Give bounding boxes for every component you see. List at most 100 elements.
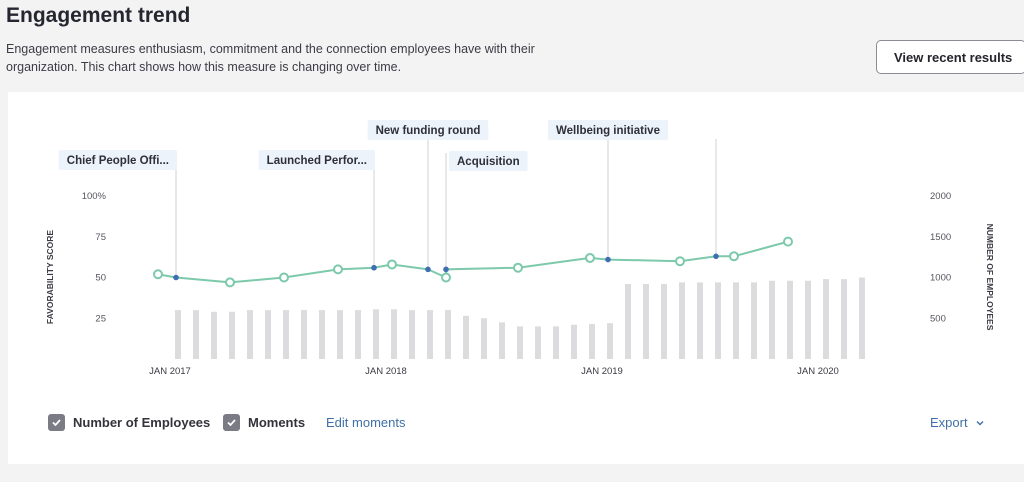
favorability-point bbox=[387, 259, 397, 270]
employee-bar bbox=[625, 284, 631, 359]
moment-lines bbox=[175, 122, 717, 278]
employee-bar bbox=[265, 310, 271, 359]
employees-checkbox[interactable] bbox=[48, 414, 65, 431]
employee-bar bbox=[427, 310, 433, 359]
employee-bar bbox=[229, 311, 235, 359]
employee-bar bbox=[355, 310, 361, 359]
moment-label-box bbox=[449, 151, 528, 171]
moment-label: New funding round bbox=[376, 125, 481, 137]
moment-labels: Chief People Offi... Launched Perfor... Ne… bbox=[58, 120, 668, 171]
view-recent-results-button[interactable]: View recent results bbox=[876, 40, 1024, 74]
export-menu[interactable]: Export bbox=[930, 415, 985, 430]
chevron-down-icon bbox=[976, 420, 984, 425]
favorability-point bbox=[729, 251, 739, 262]
employee-bar bbox=[805, 280, 811, 359]
moment-label: Acquisition bbox=[457, 156, 520, 168]
x-axis-tick: JAN 2017 bbox=[149, 366, 191, 377]
left-axis-tick: 25 bbox=[95, 313, 106, 324]
moments-checkbox[interactable] bbox=[223, 414, 240, 431]
employee-bar bbox=[643, 284, 649, 359]
employee-bar bbox=[661, 284, 667, 359]
employee-bar bbox=[175, 310, 181, 359]
favorability-point bbox=[333, 264, 343, 275]
favorability-point bbox=[513, 262, 523, 273]
left-axis-tick: 50 bbox=[95, 273, 106, 284]
moment-marker bbox=[425, 266, 431, 273]
left-axis-tick: 75 bbox=[95, 232, 106, 243]
employee-bar bbox=[607, 323, 613, 359]
employee-bar bbox=[193, 310, 199, 359]
employee-bar bbox=[535, 326, 541, 359]
moment-label-box bbox=[548, 120, 668, 140]
employee-bar bbox=[841, 279, 847, 359]
employee-bar bbox=[373, 309, 379, 359]
employee-bar bbox=[787, 280, 793, 359]
left-axis-label: FAVORABILITY SCORE bbox=[45, 230, 55, 324]
right-axis-tick: 2000 bbox=[930, 191, 951, 202]
employee-bar bbox=[247, 310, 253, 359]
employee-bar bbox=[733, 282, 739, 359]
moments-toggle-label: Moments bbox=[248, 415, 306, 430]
favorability-point bbox=[783, 236, 793, 247]
left-axis-tick: 100% bbox=[82, 191, 107, 202]
favorability-line bbox=[157, 240, 789, 284]
favorability-point bbox=[153, 269, 163, 280]
moment-marker bbox=[443, 266, 449, 273]
moment-marker bbox=[713, 253, 719, 260]
moment-label: Launched Perfor... bbox=[267, 155, 367, 167]
moment-label-box bbox=[58, 150, 177, 170]
employee-bar bbox=[211, 311, 217, 359]
right-axis-tick: 1500 bbox=[930, 232, 951, 243]
moments-toggle[interactable]: Moments bbox=[223, 414, 305, 431]
employee-bar bbox=[769, 280, 775, 359]
moment-marker bbox=[605, 256, 611, 263]
employee-bar bbox=[751, 282, 757, 359]
favorability-point bbox=[585, 252, 595, 263]
chart-axes: 100% 75 50 25 FAVORABILITY SCORE 2000 1500 1000… bbox=[45, 191, 995, 377]
employees-toggle-label: Number of Employees bbox=[73, 415, 211, 430]
page-title: Engagement trend bbox=[6, 4, 191, 27]
engagement-trend-chart: Chief People Offi... Launched Perfor... Ne… bbox=[45, 120, 995, 377]
x-axis-tick: JAN 2018 bbox=[365, 366, 407, 377]
employee-bar bbox=[679, 282, 685, 359]
employee-bar bbox=[823, 279, 829, 359]
moment-marker bbox=[371, 264, 377, 271]
employee-bar bbox=[409, 310, 415, 359]
chart-description: Engagement measures enthusiasm, commitme… bbox=[6, 42, 535, 74]
moment-label: Wellbeing initiative bbox=[556, 125, 660, 137]
moment-label-box bbox=[258, 150, 375, 170]
moment-label: Chief People Offi... bbox=[67, 155, 169, 167]
employee-bar bbox=[463, 315, 469, 359]
moment-label-box bbox=[367, 120, 489, 140]
employee-bar bbox=[283, 310, 289, 359]
favorability-point bbox=[279, 272, 289, 283]
chart-card: Chief People Offi... Launched Perfor... Ne… bbox=[8, 92, 1024, 464]
employee-bar bbox=[715, 282, 721, 359]
x-axis-tick: JAN 2019 bbox=[581, 366, 623, 377]
employee-bar bbox=[445, 310, 451, 359]
employee-bar bbox=[517, 326, 523, 359]
favorability-point bbox=[675, 256, 685, 267]
check-icon bbox=[227, 419, 236, 427]
export-label: Export bbox=[930, 415, 968, 430]
edit-moments-link[interactable]: Edit moments bbox=[326, 415, 405, 430]
employees-toggle[interactable]: Number of Employees bbox=[48, 414, 210, 431]
check-icon bbox=[52, 419, 61, 427]
employee-bar bbox=[337, 310, 343, 359]
x-axis-tick: JAN 2020 bbox=[797, 366, 839, 377]
employee-bar bbox=[697, 282, 703, 359]
employee-bar bbox=[391, 309, 397, 359]
employee-bars bbox=[175, 277, 865, 359]
moment-marker bbox=[173, 274, 179, 281]
employee-bar bbox=[571, 324, 577, 359]
employee-bar bbox=[319, 310, 325, 359]
right-axis-tick: 500 bbox=[930, 313, 946, 324]
edit-moments-label: Edit moments bbox=[326, 415, 406, 430]
favorability-point bbox=[225, 277, 235, 288]
employee-bar bbox=[589, 323, 595, 359]
right-axis-label: NUMBER OF EMPLOYEES bbox=[985, 224, 995, 331]
employee-bar bbox=[859, 277, 865, 359]
right-axis-tick: 1000 bbox=[930, 273, 951, 284]
favorability-point bbox=[441, 272, 451, 283]
employee-bar bbox=[481, 318, 487, 359]
